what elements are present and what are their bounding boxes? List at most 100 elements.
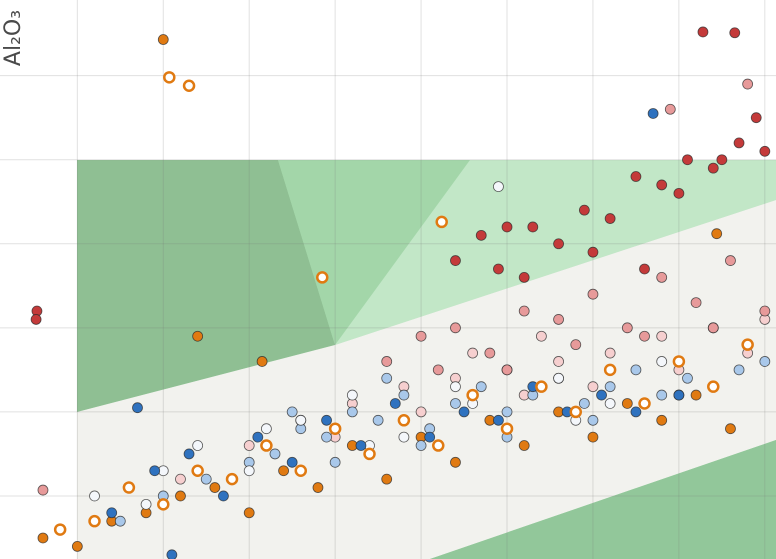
data-point	[140, 498, 152, 510]
data-point	[450, 255, 461, 266]
data-point	[261, 423, 272, 435]
data-point	[656, 414, 668, 426]
data-point	[415, 330, 427, 342]
data-point	[243, 465, 255, 477]
data-point	[225, 472, 239, 486]
data-point	[656, 179, 668, 191]
data-point	[163, 71, 176, 84]
data-point	[690, 297, 702, 309]
data-point	[355, 440, 367, 451]
data-point	[278, 465, 289, 477]
data-point	[328, 422, 342, 435]
data-point	[553, 314, 564, 325]
data-point	[587, 431, 599, 443]
data-point	[256, 356, 268, 367]
data-point	[500, 422, 514, 435]
data-point	[729, 27, 741, 39]
data-point	[527, 221, 539, 233]
data-point	[475, 381, 487, 393]
data-point	[493, 181, 504, 193]
data-point	[630, 364, 642, 376]
data-point	[286, 406, 298, 418]
data-point	[587, 381, 599, 393]
data-point	[535, 380, 548, 393]
data-point	[759, 305, 771, 317]
data-point	[630, 171, 642, 182]
data-point	[639, 330, 650, 342]
data-point	[716, 154, 728, 166]
data-point	[321, 431, 332, 443]
field	[77, 160, 335, 412]
data-point	[432, 364, 444, 376]
data-point	[569, 405, 583, 419]
data-point	[450, 456, 461, 468]
data-point	[467, 347, 479, 359]
data-point	[71, 540, 83, 552]
data-point	[656, 389, 668, 401]
data-point	[725, 423, 736, 435]
data-point	[114, 515, 126, 527]
data-point	[587, 288, 599, 300]
data-point	[316, 271, 329, 284]
data-point	[673, 187, 685, 199]
data-point	[759, 356, 771, 367]
data-point	[312, 482, 324, 493]
data-point	[415, 440, 427, 451]
data-point	[295, 414, 307, 426]
data-point	[286, 456, 298, 468]
data-point	[603, 363, 617, 377]
data-point	[690, 389, 702, 401]
data-point	[260, 439, 273, 452]
data-point	[37, 532, 49, 544]
data-point	[157, 498, 170, 511]
data-point	[578, 398, 590, 409]
data-point	[682, 372, 693, 384]
data-point	[450, 322, 461, 334]
data-point	[182, 79, 196, 92]
data-point	[424, 431, 436, 443]
data-point	[458, 406, 470, 418]
data-point	[192, 330, 204, 342]
data-point	[269, 448, 281, 460]
data-point	[381, 356, 393, 367]
data-point	[518, 271, 530, 283]
data-point	[621, 322, 633, 334]
data-point	[501, 221, 513, 233]
data-point	[741, 338, 754, 351]
data-point	[381, 372, 393, 384]
data-point	[630, 406, 642, 418]
data-point	[647, 108, 659, 119]
data-point	[673, 389, 685, 401]
data-point	[759, 145, 771, 157]
data-point	[106, 507, 118, 519]
data-point	[450, 398, 461, 409]
data-point	[243, 507, 255, 519]
data-point	[122, 481, 136, 494]
points	[30, 26, 771, 559]
data-point	[192, 440, 204, 451]
data-point	[604, 213, 616, 224]
data-point	[707, 380, 720, 393]
data-point	[656, 356, 668, 367]
data-point	[578, 204, 590, 216]
field	[278, 160, 470, 345]
data-point	[209, 482, 221, 493]
data-point	[604, 347, 616, 359]
data-point	[200, 473, 212, 485]
data-point	[466, 388, 479, 402]
data-point	[707, 162, 719, 174]
data-point	[243, 440, 255, 451]
data-point	[493, 414, 504, 426]
data-point	[175, 473, 186, 485]
data-point	[553, 238, 564, 250]
data-point	[132, 402, 143, 414]
data-point	[656, 271, 668, 283]
data-point	[149, 465, 161, 477]
data-point	[501, 364, 513, 376]
data-point	[697, 26, 709, 38]
data-point	[363, 447, 376, 461]
data-point	[553, 356, 564, 367]
field	[335, 160, 776, 345]
